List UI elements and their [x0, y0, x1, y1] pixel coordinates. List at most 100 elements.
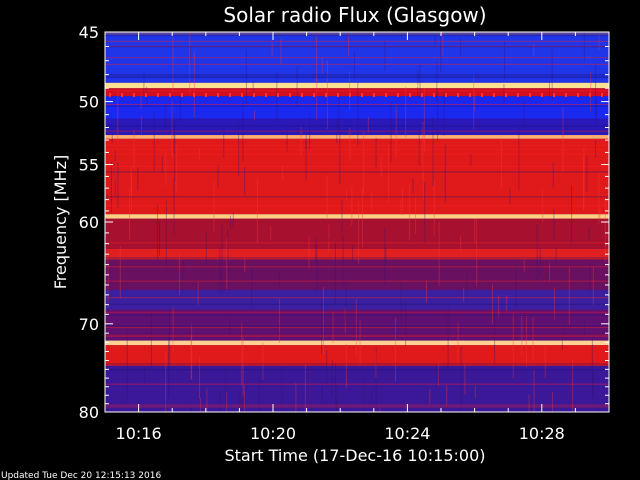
noise-streak — [562, 106, 564, 174]
spectrum-band — [105, 118, 609, 136]
noise-streak — [206, 388, 208, 412]
noise-streak — [422, 122, 424, 179]
noise-streak — [357, 82, 359, 147]
spectrum-band — [105, 345, 609, 366]
noise-streak — [130, 165, 132, 197]
interference-dot — [241, 92, 243, 97]
noise-line — [105, 153, 609, 155]
noise-streak — [328, 224, 330, 240]
noise-streak — [316, 75, 318, 121]
noise-streak — [437, 362, 439, 387]
noise-streak — [199, 398, 201, 412]
noise-streak — [227, 230, 229, 275]
interference-dot — [361, 92, 363, 97]
interference-dot — [229, 92, 231, 97]
noise-streak — [174, 130, 176, 182]
noise-streak — [117, 90, 119, 144]
noise-streak — [512, 312, 514, 379]
noise-streak — [129, 188, 131, 240]
noise-streak — [590, 71, 592, 111]
noise-streak — [165, 353, 167, 412]
noise-streak — [375, 347, 377, 409]
noise-streak — [595, 63, 597, 124]
noise-streak — [119, 246, 121, 299]
noise-streak — [229, 215, 231, 230]
interference-dot — [373, 92, 375, 97]
noise-streak — [321, 381, 323, 402]
noise-streak — [172, 36, 174, 92]
noise-line — [105, 166, 609, 168]
noise-streak — [422, 172, 424, 201]
noise-streak — [384, 41, 386, 71]
noise-streak — [158, 220, 160, 256]
noise-streak — [353, 51, 355, 79]
noise-line — [105, 125, 609, 127]
noise-streak — [193, 51, 195, 118]
interference-dot — [385, 92, 387, 97]
noise-streak — [338, 91, 340, 131]
noise-streak — [553, 208, 555, 241]
noise-line — [105, 266, 609, 268]
interference-dot — [133, 92, 135, 97]
noise-streak — [178, 252, 180, 296]
noise-streak — [548, 81, 550, 98]
noise-streak — [384, 227, 386, 284]
noise-streak — [304, 364, 306, 412]
noise-streak — [213, 181, 215, 233]
noise-streak — [173, 177, 175, 236]
noise-streak — [140, 93, 142, 110]
noise-streak — [244, 166, 246, 196]
noise-streak — [521, 314, 523, 357]
noise-streak — [429, 388, 431, 405]
noise-line — [105, 74, 609, 76]
noise-streak — [460, 347, 462, 412]
spectrum-band — [105, 259, 609, 290]
noise-streak — [598, 33, 600, 50]
noise-line — [105, 297, 609, 299]
noise-streak — [334, 242, 336, 307]
noise-streak — [114, 161, 116, 180]
interference-dot — [289, 92, 291, 97]
y-tick-label: 50 — [79, 93, 99, 112]
noise-streak — [197, 281, 199, 306]
interference-dot — [601, 92, 603, 97]
noise-streak — [242, 397, 244, 412]
interference-dot — [397, 92, 399, 97]
noise-streak — [426, 280, 428, 303]
noise-streak — [153, 112, 155, 171]
spectrum-band — [105, 365, 609, 412]
noise-streak — [106, 403, 108, 412]
y-tick-label: 60 — [79, 213, 99, 232]
noise-streak — [345, 404, 347, 412]
noise-streak — [400, 283, 402, 323]
noise-streak — [361, 189, 363, 248]
noise-streak — [239, 395, 241, 406]
noise-streak — [591, 335, 593, 402]
noise-streak — [189, 33, 191, 94]
noise-streak — [251, 267, 253, 311]
noise-streak — [460, 235, 462, 252]
noise-streak — [300, 126, 302, 156]
noise-streak — [342, 235, 344, 287]
noise-streak — [316, 241, 318, 292]
noise-streak — [326, 350, 328, 388]
interference-dot — [121, 92, 123, 97]
noise-streak — [494, 311, 496, 364]
noise-streak — [226, 392, 228, 412]
noise-streak — [339, 127, 341, 185]
noise-streak — [387, 144, 389, 203]
noise-streak — [161, 156, 163, 173]
noise-line — [105, 369, 609, 371]
noise-streak — [532, 317, 534, 362]
noise-streak — [599, 207, 601, 219]
noise-streak — [334, 363, 336, 409]
interference-dot — [337, 92, 339, 97]
noise-streak — [379, 408, 381, 412]
noise-streak — [522, 406, 524, 412]
noise-line — [105, 333, 609, 335]
noise-streak — [157, 204, 159, 260]
noise-streak — [348, 35, 350, 56]
noise-streak — [553, 287, 555, 319]
interference-dot — [181, 92, 183, 97]
